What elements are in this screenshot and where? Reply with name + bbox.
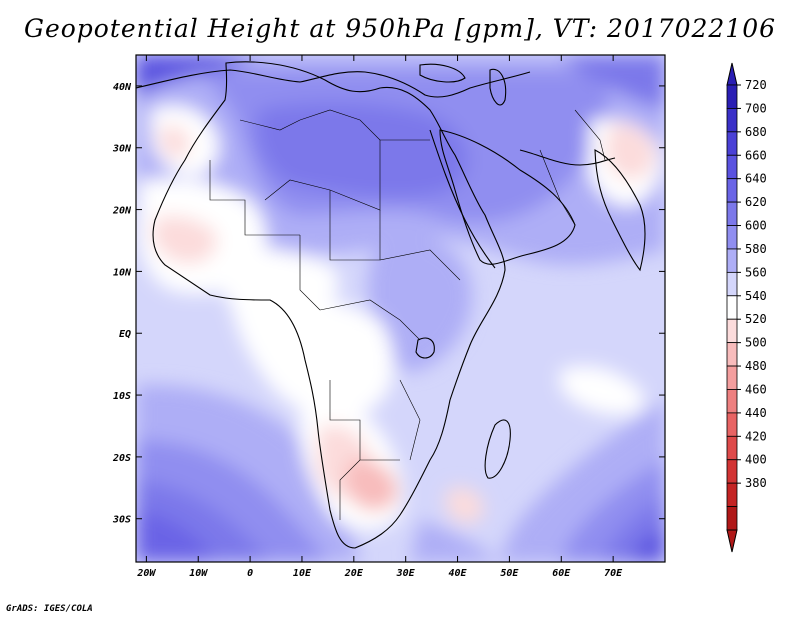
colorbar-segment: [726, 225, 738, 250]
y-tick-label: 10N: [113, 267, 132, 278]
colorbar-label: 480: [745, 359, 767, 373]
colorbar-segment: [726, 389, 738, 414]
colorbar-bottom-arrow: [726, 529, 738, 553]
colorbar-label: 680: [745, 125, 767, 139]
colorbar: 720 700 680 660 640 620 600 580 560 540 520 500 480 4…: [726, 62, 767, 553]
colorbar-segment: [726, 459, 738, 484]
colorbar-label: 640: [745, 172, 767, 186]
colorbar-label: 580: [745, 242, 767, 256]
x-tick-label: 70E: [604, 568, 623, 579]
x-tick-label: 20W: [136, 568, 156, 579]
colorbar-segment: [726, 318, 738, 344]
colorbar-label: 440: [745, 406, 767, 420]
colorbar-label: 540: [745, 289, 767, 303]
colorbar-segment: [726, 506, 738, 531]
colorbar-segment: [726, 482, 738, 507]
colorbar-segment: [726, 365, 738, 390]
colorbar-segment: [726, 154, 738, 180]
y-tick-label: 30S: [112, 515, 131, 526]
colorbar-label: 700: [745, 101, 767, 115]
y-tick-label: 20N: [112, 206, 132, 217]
x-tick-label: 10W: [189, 568, 208, 579]
colorbar-label: 620: [745, 195, 767, 209]
x-tick-label: 0: [247, 568, 253, 579]
colorbar-segment: [726, 248, 738, 273]
colorbar-label: 500: [745, 336, 767, 350]
plot-frame: [135, 54, 666, 563]
colorbar-segment: [726, 435, 738, 461]
colorbar-segment: [726, 178, 738, 203]
colorbar-segment: [726, 295, 738, 320]
x-tick-label: 50E: [500, 568, 519, 579]
country-borders: [209, 109, 606, 520]
y-tick-label: 20S: [112, 453, 131, 464]
colorbar-segment: [726, 412, 738, 437]
colorbar-label: 600: [745, 219, 767, 233]
colorbar-label: 720: [745, 78, 767, 92]
colorbar-segment: [726, 108, 738, 133]
y-tick-label: 40N: [113, 82, 132, 93]
colorbar-label: 660: [745, 148, 767, 162]
y-tick-label: 30N: [112, 144, 132, 155]
colorbar-segment: [726, 342, 738, 367]
colorbar-top-arrow: [726, 62, 738, 86]
map-title: Geopotential Height at 950hPa [gpm], VT:…: [23, 14, 777, 43]
colorbar-segment: [726, 84, 738, 109]
colorbar-segment: [726, 271, 738, 297]
map-axes: 20W 10W 0 10E 20E 30E 40E 50E 60E 70E 40N 30N 20N 10N…: [112, 55, 665, 579]
x-tick-label: 20E: [344, 568, 364, 579]
x-tick-label: 10E: [293, 568, 312, 579]
x-tick-label: 60E: [552, 568, 571, 579]
height-field: [136, 55, 665, 562]
colorbar-label: 380: [745, 476, 767, 490]
colorbar-label: 520: [745, 312, 767, 326]
y-tick-label: 10S: [113, 391, 131, 402]
colorbar-label: 420: [745, 429, 767, 443]
grads-credit: GrADS: IGES/COLA: [6, 604, 93, 614]
colorbar-label: 460: [745, 382, 767, 396]
x-tick-label: 40E: [449, 568, 468, 579]
coastlines: [136, 61, 646, 549]
colorbar-segment: [726, 201, 738, 226]
colorbar-label: 560: [745, 265, 767, 279]
colorbar-segment: [726, 131, 738, 156]
y-tick-label: EQ: [119, 329, 131, 340]
x-tick-label: 30E: [396, 568, 416, 579]
colorbar-label: 400: [745, 453, 767, 467]
